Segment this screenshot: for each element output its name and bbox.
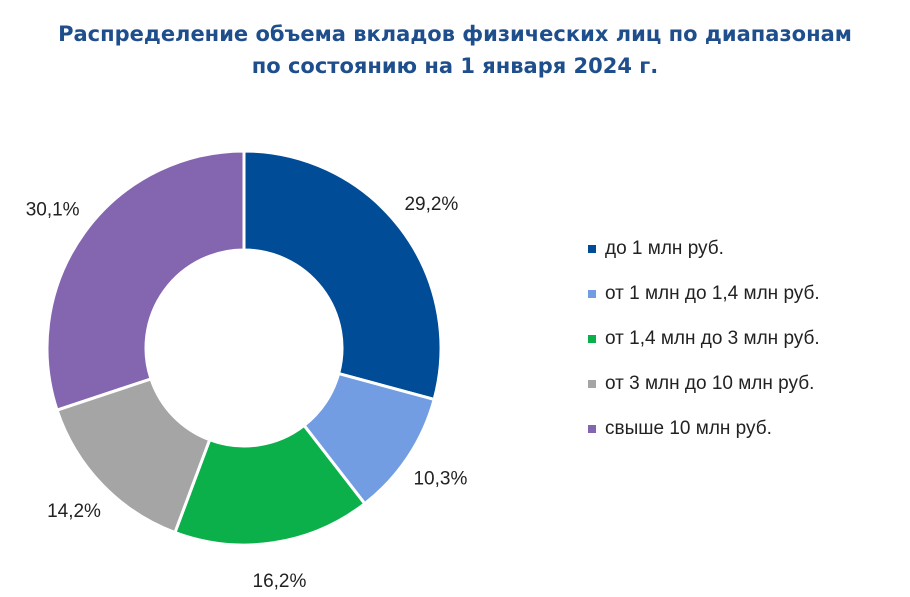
slice-value-label-5: 30,1% bbox=[26, 199, 80, 220]
chart-title-line-2: по состоянию на 1 января 2024 г. bbox=[251, 54, 659, 78]
slice-value-label-3: 16,2% bbox=[253, 571, 307, 592]
slice-value-label-4: 14,2% bbox=[47, 501, 101, 522]
donut-slice-5 bbox=[45, 149, 246, 412]
legend-swatch bbox=[588, 289, 596, 298]
legend-label: от 1,4 млн до 3 млн руб. bbox=[605, 327, 820, 349]
slice-value-label-1: 29,2% bbox=[404, 194, 458, 215]
legend-item: от 1 млн до 1,4 млн руб. bbox=[588, 271, 820, 316]
donut-slice-1 bbox=[242, 149, 443, 401]
chart-title-line-1: Распределение объема вкладов физических … bbox=[58, 22, 852, 46]
legend-label: от 1 млн до 1,4 млн руб. bbox=[605, 282, 820, 304]
legend-item: от 3 млн до 10 млн руб. bbox=[588, 361, 820, 406]
legend-label: свыше 10 млн руб. bbox=[605, 417, 772, 439]
legend-swatch bbox=[588, 334, 596, 343]
legend-item: от 1,4 млн до 3 млн руб. bbox=[588, 316, 820, 361]
legend-item: до 1 млн руб. bbox=[588, 226, 820, 271]
legend-item: свыше 10 млн руб. bbox=[588, 406, 820, 451]
donut-slice-4 bbox=[55, 377, 212, 534]
chart-title: Распределение объема вкладов физических … bbox=[0, 18, 910, 82]
legend-label: до 1 млн руб. bbox=[605, 237, 724, 259]
legend-label: от 3 млн до 10 млн руб. bbox=[605, 372, 815, 394]
legend-swatch bbox=[588, 244, 596, 253]
chart-legend: до 1 млн руб. от 1 млн до 1,4 млн руб. о… bbox=[588, 226, 820, 451]
legend-swatch bbox=[588, 424, 596, 433]
donut-slice-3 bbox=[173, 423, 367, 547]
legend-swatch bbox=[588, 379, 596, 388]
slice-value-label-2: 10,3% bbox=[413, 468, 467, 489]
